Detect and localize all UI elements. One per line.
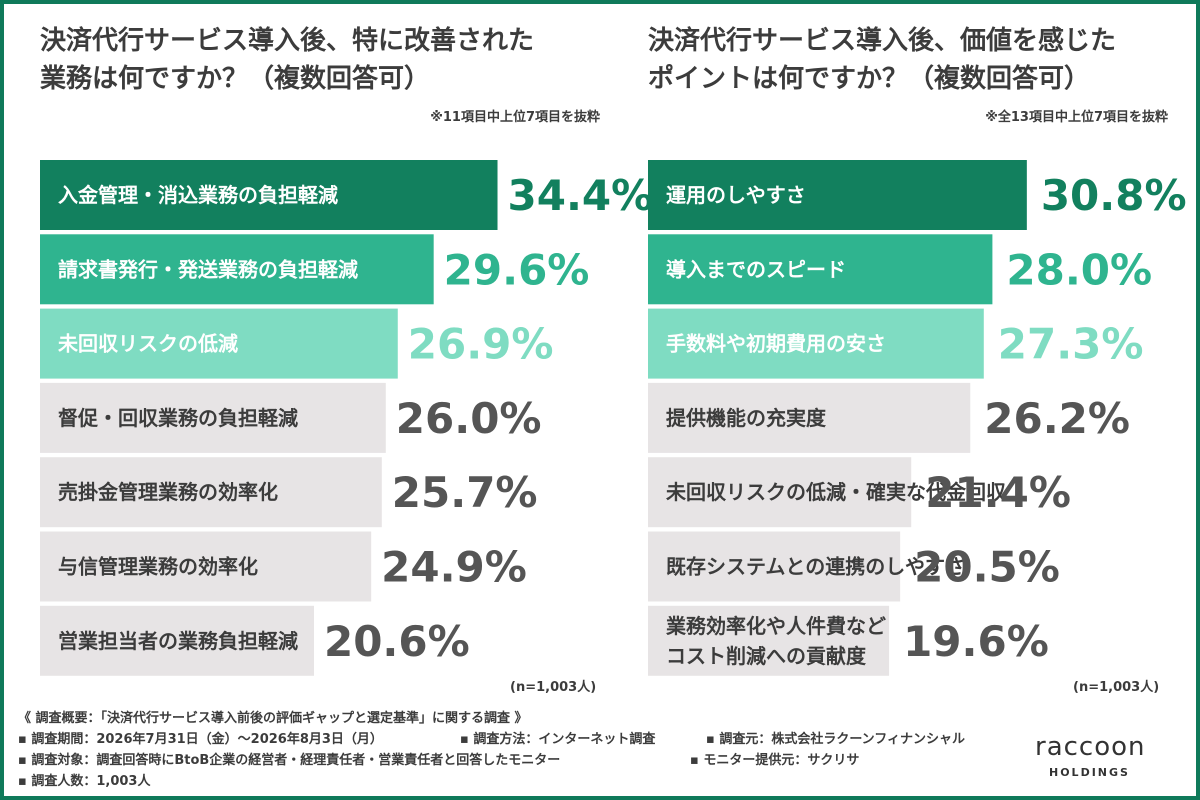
bar-label-7-line-2: コスト削減への貢献度 [666,644,867,668]
bar-6 [40,531,372,602]
value-label-1: 30.8% [1041,171,1187,220]
bar-6 [648,531,901,602]
bar-2 [648,234,993,305]
right-sample-size: (n=1,003人) [1073,680,1160,695]
left-sample-size: (n=1,003人) [510,680,597,695]
bar-label-3: 未回収リスクの低減 [58,332,238,356]
raccoon-logo-icon: raccoon HOLDINGS [1035,732,1165,787]
value-label-7: 20.6% [324,617,470,666]
bar-label-7-line-1: 業務効率化や人件費など [666,614,886,638]
value-label-5: 21.4% [925,468,1071,517]
survey-provider: ▪ モニター提供元：サクリサ [690,753,860,768]
right-title-line-2: ポイントは何ですか？（複数回答可） [648,64,1091,94]
value-label-2: 29.6% [444,245,590,294]
bar-5 [40,457,382,528]
bar-4 [40,382,386,453]
right-chart-note: ※全13項目中上位7項目を抜粋 [985,110,1168,125]
bar-label-1: 運用のしやすさ [666,183,806,207]
bar-label-5: 売掛金管理業務の効率化 [58,480,278,504]
right-chart-title: 決済代行サービス導入後、価値を感じた ポイントは何ですか？（複数回答可） [648,22,1116,98]
survey-source: ▪ 調査元：株式会社ラクーンフィナンシャル [706,732,966,747]
value-label-4: 26.0% [396,394,542,443]
left-chart-note: ※11項目中上位7項目を抜粋 [430,110,600,125]
bar-label-2: 請求書発行・発送業務の負担軽減 [58,257,358,281]
right-bar-chart: 運用のしやすさ 30.8% 導入までのスピード 28.0% 手数料や初期費用の安さ 27.… [648,160,1187,676]
value-label-3: 26.9% [408,320,554,369]
bar-label-3: 手数料や初期費用の安さ [666,332,886,356]
right-title-line-1: 決済代行サービス導入後、価値を感じた [648,26,1117,56]
bar-label-5: 未回収リスクの低減・確実な代金回収 [666,480,1007,504]
bar-5 [648,457,912,528]
value-label-6: 24.9% [381,543,527,592]
left-chart-title: 決済代行サービス導入後、特に改善された 業務は何ですか？（複数回答可） [40,22,534,98]
bar-3 [648,308,984,379]
survey-method: ▪ 調査方法：インターネット調査 [460,732,656,747]
value-label-2: 28.0% [1006,245,1152,294]
bar-1 [40,160,498,230]
logo-wordmark: raccoon [1035,732,1146,762]
bar-4 [648,382,971,453]
value-label-4: 26.2% [984,394,1130,443]
bar-7 [648,605,890,676]
survey-target: ▪ 調査対象：調査回答時にBtoB企業の経営者・経理責任者・営業責任者と回答した… [18,753,561,768]
bar-label-6: 与信管理業務の効率化 [58,555,258,579]
bar-label-1: 入金管理・消込業務の負担軽減 [58,183,338,207]
left-title-line-1: 決済代行サービス導入後、特に改善された [40,26,535,56]
left-bar-chart: 入金管理・消込業務の負担軽減 34.4% 請求書発行・発送業務の負担軽減 29.6% 未… [40,160,653,676]
bar-label-7: 営業担当者の業務負担軽減 [58,629,298,653]
value-label-1: 34.4% [508,171,654,220]
survey-title: 《 調査概要：「決済代行サービス導入前後の評価ギャップと選定基準」に関する調査 … [18,711,528,726]
value-label-5: 25.7% [392,468,538,517]
bar-1 [648,160,1027,230]
left-title-line-2: 業務は何ですか？（複数回答可） [40,64,431,94]
survey-period: ▪ 調査期間：2026年7月31日（金）〜2026年8月3日（月） [18,732,383,747]
bar-label-4: 督促・回収業務の負担軽減 [58,406,298,430]
value-label-6: 20.5% [914,543,1060,592]
bar-label-6: 既存システムとの連携のしやすさ [666,555,965,579]
bar-7 [40,605,314,676]
value-label-7: 19.6% [903,617,1049,666]
logo-subtitle: HOLDINGS [1049,766,1130,779]
bar-label-4: 提供機能の充実度 [666,406,827,430]
value-label-3: 27.3% [998,320,1144,369]
bar-2 [40,234,434,305]
bar-label-2: 導入までのスピード [666,257,846,281]
survey-count: ▪ 調査人数：1,003人 [18,774,151,789]
bar-3 [40,308,398,379]
